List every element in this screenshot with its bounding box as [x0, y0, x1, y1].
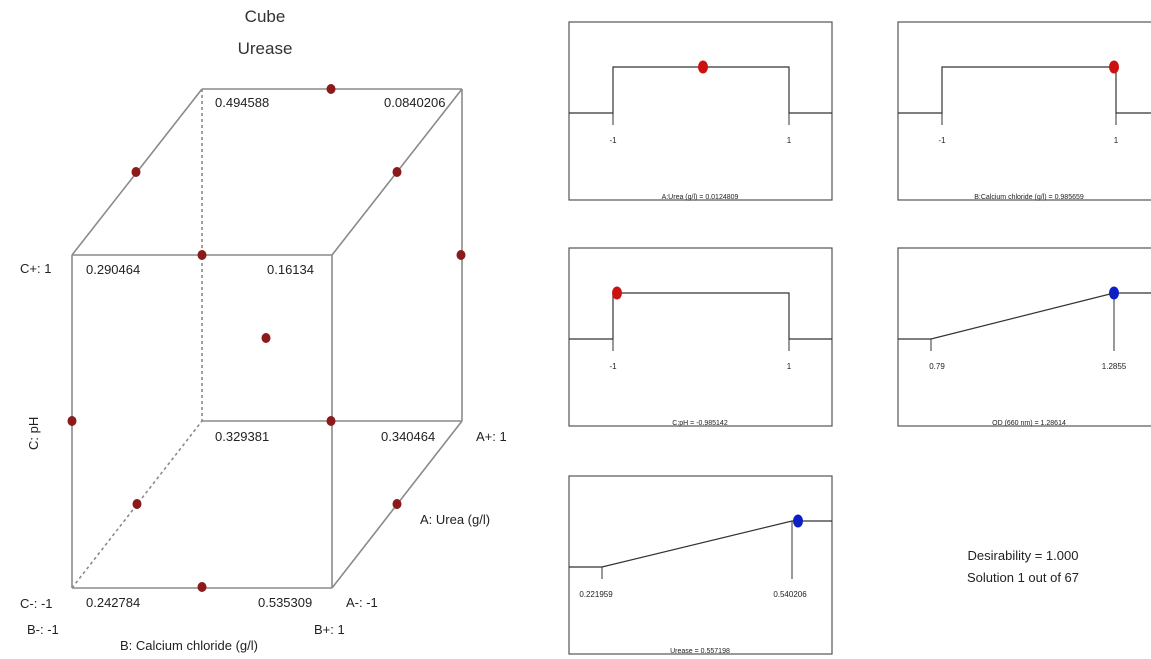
- tick-high-label: 1: [1114, 136, 1119, 145]
- cube-plot: Cube Urease: [20, 7, 507, 653]
- tick-high-label: 0.540206: [773, 590, 807, 599]
- b-minus-label: B-: -1: [27, 622, 59, 637]
- panel-frame: [568, 475, 833, 655]
- corner-value: 0.16134: [267, 262, 314, 277]
- panel-frame: [568, 21, 833, 201]
- design-points: [67, 84, 466, 592]
- od-response-ramp-panel: 0.79 1.2855 OD (660 nm) = 1.28614: [897, 247, 1151, 427]
- a-minus-label: A-: -1: [346, 595, 378, 610]
- desirability-curve: [569, 292, 832, 340]
- solution-label: Solution 1 out of 67: [966, 570, 1080, 585]
- cube-title: Cube: [245, 7, 286, 26]
- panel-frame: [897, 21, 1151, 201]
- design-point: [67, 416, 77, 426]
- design-point: [261, 333, 271, 343]
- tick-high-label: 1: [787, 362, 792, 371]
- desirability-summary: Desirability = 1.000 Solution 1 out of 6…: [948, 545, 1098, 589]
- design-point: [326, 84, 336, 94]
- desirability-value: Desirability = 1.000: [967, 548, 1079, 563]
- corner-value: 0.535309: [258, 595, 312, 610]
- b-plus-label: B+: 1: [314, 622, 345, 637]
- corner-value: 0.494588: [215, 95, 269, 110]
- urease-response-ramp-panel: 0.221959 0.540206 Urease = 0.557198: [568, 475, 833, 655]
- axis-b-title: B: Calcium chloride (g/l): [120, 638, 258, 653]
- corner-value: 0.290464: [86, 262, 140, 277]
- factor-c-ramp-panel: -1 1 C:pH = -0.985142: [568, 247, 833, 427]
- panel-caption: B:Calcium chloride (g/l) = 0.985659: [974, 194, 1084, 201]
- design-point: [197, 250, 207, 260]
- tick-high-label: 1.2855: [1102, 362, 1127, 371]
- current-value-marker: [1109, 60, 1119, 74]
- design-point: [132, 499, 142, 509]
- desirability-curve: [569, 520, 832, 568]
- tick-high-label: 1: [787, 136, 792, 145]
- design-point: [131, 167, 141, 177]
- axis-titles: A: Urea (g/l) B: Calcium chloride (g/l) …: [26, 417, 490, 653]
- cube-subtitle: Urease: [238, 39, 293, 58]
- panel-caption: A:Urea (g/l) = 0.0124809: [662, 194, 739, 201]
- axis-c-title: C: pH: [26, 417, 41, 450]
- tick-low-label: -1: [609, 136, 617, 145]
- corner-value: 0.242784: [86, 595, 140, 610]
- c-plus-label: C+: 1: [20, 261, 51, 276]
- current-value-marker: [698, 60, 708, 74]
- corner-value: 0.329381: [215, 429, 269, 444]
- corner-value-labels: 0.494588 0.0840206 0.290464 0.16134 0.32…: [86, 95, 445, 610]
- design-point: [392, 167, 402, 177]
- panel-frame: [568, 247, 833, 427]
- panel-caption: Urease = 0.557198: [670, 648, 730, 655]
- current-value-marker: [1109, 286, 1119, 300]
- panel-caption: OD (660 nm) = 1.28614: [992, 420, 1066, 427]
- axis-level-labels: C+: 1 C-: -1 A+: 1 A-: -1 B-: -1 B+: 1: [20, 261, 507, 637]
- current-value-marker: [612, 286, 622, 300]
- corner-value: 0.340464: [381, 429, 435, 444]
- tick-low-label: -1: [938, 136, 946, 145]
- tick-low-label: 0.79: [929, 362, 945, 371]
- design-point: [392, 499, 402, 509]
- design-point: [197, 582, 207, 592]
- factor-a-ramp-panel: -1 1 A:Urea (g/l) = 0.0124809: [568, 21, 833, 201]
- design-point: [456, 250, 466, 260]
- tick-low-label: -1: [609, 362, 617, 371]
- corner-value: 0.0840206: [384, 95, 445, 110]
- axis-a-title: A: Urea (g/l): [420, 512, 490, 527]
- a-plus-label: A+: 1: [476, 429, 507, 444]
- panel-frame: [897, 247, 1151, 427]
- desirability-curve: [898, 66, 1151, 114]
- current-value-marker: [793, 514, 803, 528]
- design-point: [326, 416, 336, 426]
- desirability-curve: [898, 292, 1151, 340]
- c-minus-label: C-: -1: [20, 596, 53, 611]
- factor-b-ramp-panel: -1 1 B:Calcium chloride (g/l) = 0.985659: [897, 21, 1151, 201]
- panel-caption: C:pH = -0.985142: [672, 420, 728, 427]
- tick-low-label: 0.221959: [579, 590, 613, 599]
